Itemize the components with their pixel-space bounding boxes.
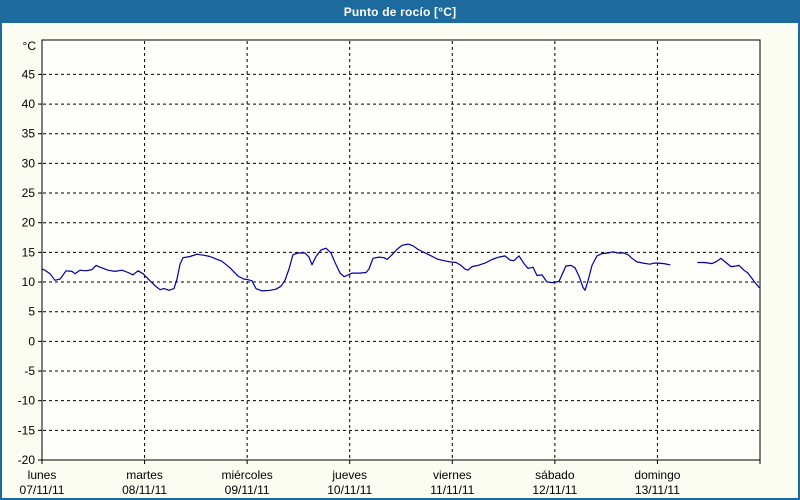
y-tick-label: -20 xyxy=(18,453,36,467)
plot-area xyxy=(42,40,760,460)
window-title: Punto de rocío [°C] xyxy=(2,2,798,23)
y-tick-label: 30 xyxy=(22,156,36,170)
x-date-label: 11/11/11 xyxy=(430,483,474,497)
dew-point-line-segment xyxy=(697,257,760,288)
x-date-label: 10/11/11 xyxy=(327,483,372,497)
y-tick-label: 25 xyxy=(22,186,36,200)
x-day-label: sábado xyxy=(535,468,575,482)
x-day-label: lunes xyxy=(28,468,57,482)
x-date-label: 07/11/11 xyxy=(20,483,65,497)
y-axis-unit-label: °C xyxy=(23,39,37,53)
y-tick-label: -10 xyxy=(18,394,36,408)
y-tick-label: 40 xyxy=(22,97,36,111)
y-tick-label: 35 xyxy=(22,127,36,141)
x-date-label: 08/11/11 xyxy=(122,483,167,497)
x-date-label: 13/11/11 xyxy=(635,483,680,497)
x-date-label: 12/11/11 xyxy=(532,483,577,497)
x-day-label: miércoles xyxy=(221,468,272,482)
x-day-label: domingo xyxy=(634,468,680,482)
x-date-label: 09/11/11 xyxy=(225,483,270,497)
y-tick-label: 20 xyxy=(22,216,36,230)
x-day-label: martes xyxy=(126,468,163,482)
y-tick-label: 15 xyxy=(22,245,36,259)
dew-point-line-segment xyxy=(41,243,671,292)
y-tick-label: 45 xyxy=(22,67,36,81)
plot-border xyxy=(41,39,761,461)
y-tick-label: 5 xyxy=(28,305,35,319)
y-tick-label: -5 xyxy=(24,364,35,378)
y-tick-label: -15 xyxy=(18,423,36,437)
x-day-label: viernes xyxy=(433,468,472,482)
x-day-label: jueves xyxy=(331,468,367,482)
y-tick-label: 0 xyxy=(28,334,35,348)
y-tick-label: 10 xyxy=(22,275,36,289)
